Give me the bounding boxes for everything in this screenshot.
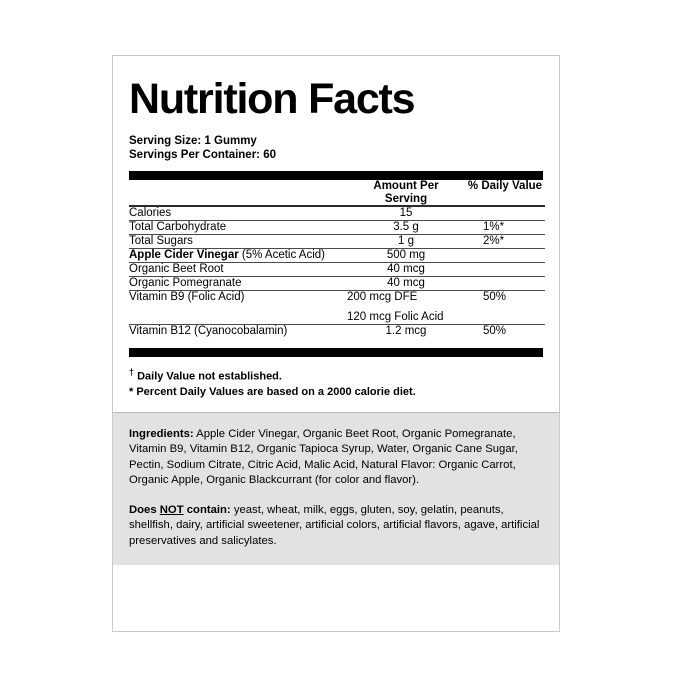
table-row: Organic Beet Root 40 mcg	[129, 263, 545, 276]
row-amount: 15	[399, 207, 413, 219]
table-row: Organic Pomegranate 40 mcg	[129, 277, 545, 290]
row-label: Calories	[129, 207, 172, 219]
row-amount-line2: 120 mcg Folic Acid	[347, 311, 444, 323]
ingredients-paragraph: Ingredients: Apple Cider Vinegar, Organi…	[129, 427, 543, 489]
row-label-suffix: (5% Acetic Acid)	[238, 249, 326, 261]
row-label: Vitamin B9 (Folic Acid)	[129, 291, 245, 303]
nutrition-facts-panel: Nutrition Facts Serving Size: 1 Gummy Se…	[112, 55, 560, 632]
ingredients-section: Ingredients: Apple Cider Vinegar, Organi…	[113, 411, 559, 566]
row-amount: 500 mg	[386, 249, 426, 261]
row-daily-value	[465, 263, 545, 276]
allergens-suffix: contain:	[183, 503, 231, 516]
nutrition-section: Nutrition Facts Serving Size: 1 Gummy Se…	[113, 78, 559, 412]
allergens-text: yeast, wheat, milk, eggs, gluten, soy, g…	[129, 503, 540, 547]
table-row: Total Carbohydrate 3.5 g 1%*	[129, 221, 545, 234]
table-header-row: Amount Per Serving % Daily Value	[129, 180, 545, 205]
row-label: Apple Cider Vinegar (5% Acetic Acid)	[129, 249, 347, 262]
dagger-mark: †	[129, 367, 135, 377]
row-daily-value	[465, 207, 545, 220]
row-label: Organic Beet Root	[129, 263, 224, 275]
row-label: Total Carbohydrate	[129, 221, 227, 233]
row-amount: 3.5 g	[393, 221, 419, 233]
rule-row	[129, 290, 545, 291]
rule-row	[129, 220, 545, 221]
serving-size: Serving Size: 1 Gummy	[129, 135, 257, 147]
table-row: Vitamin B9 (Folic Acid) 200 mcg DFE 120 …	[129, 291, 545, 324]
header-amount-per-serving: Amount Per Serving	[347, 180, 465, 205]
table-row: Total Sugars 1 g 2%*	[129, 235, 545, 248]
header-daily-value: % Daily Value	[467, 180, 543, 192]
rule-row	[129, 205, 545, 207]
rule-row	[129, 276, 545, 277]
serving-info: Serving Size: 1 Gummy Servings Per Conta…	[129, 135, 543, 162]
row-amount: 1.2 mcg	[385, 325, 427, 337]
rule-row	[129, 324, 545, 325]
table-row: Calories 15	[129, 207, 545, 220]
rule-row	[129, 262, 545, 263]
footnote-dagger-text: Daily Value not established.	[137, 370, 282, 383]
nutrition-table: Amount Per Serving % Daily Value Calorie…	[129, 180, 545, 338]
allergens-paragraph: Does NOT contain: yeast, wheat, milk, eg…	[129, 503, 543, 550]
allergens-not-word: NOT	[159, 503, 184, 516]
ingredients-heading: Ingredients:	[129, 427, 194, 440]
footnote-asterisk: * Percent Daily Values are based on a 20…	[129, 385, 416, 398]
footnote-dagger: † Daily Value not established.	[129, 365, 543, 385]
row-amount: 200 mcg DFE 120 mcg Folic Acid	[347, 291, 465, 324]
allergens-prefix: Does	[129, 503, 160, 516]
row-amount-line1: 200 mcg DFE	[347, 291, 418, 303]
row-daily-value: 50%	[483, 325, 507, 337]
row-daily-value	[465, 249, 545, 262]
row-daily-value	[465, 277, 545, 290]
rule-under-header	[129, 205, 545, 207]
row-label-bold: Apple Cider Vinegar	[129, 249, 239, 261]
row-daily-value: 1%*	[483, 221, 505, 233]
row-label: Total Sugars	[129, 235, 193, 247]
servings-per-container: Servings Per Container: 60	[129, 148, 276, 161]
row-label: Organic Pomegranate	[129, 277, 242, 289]
top-thick-rule	[129, 171, 543, 180]
rule-row	[129, 234, 545, 235]
ingredients-text: Apple Cider Vinegar, Organic Beet Root, …	[129, 427, 518, 487]
bottom-thick-rule	[129, 348, 543, 357]
table-row: Vitamin B12 (Cyanocobalamin) 1.2 mcg 50%	[129, 325, 545, 338]
footnotes: † Daily Value not established. * Percent…	[129, 365, 543, 412]
header-amount-line1: Amount Per	[373, 180, 439, 192]
header-amount-line2: Serving	[384, 192, 428, 205]
header-blank	[129, 180, 347, 205]
row-daily-value: 50%	[483, 291, 507, 303]
table-row: Apple Cider Vinegar (5% Acetic Acid) 500…	[129, 249, 545, 262]
row-amount: 40 mcg	[387, 277, 425, 289]
row-amount: 40 mcg	[387, 263, 425, 275]
row-daily-value: 2%*	[483, 235, 505, 247]
row-label: Vitamin B12 (Cyanocobalamin)	[129, 325, 288, 337]
rule-row	[129, 248, 545, 249]
row-amount: 1 g	[398, 235, 414, 247]
page-title: Nutrition Facts	[129, 75, 416, 123]
